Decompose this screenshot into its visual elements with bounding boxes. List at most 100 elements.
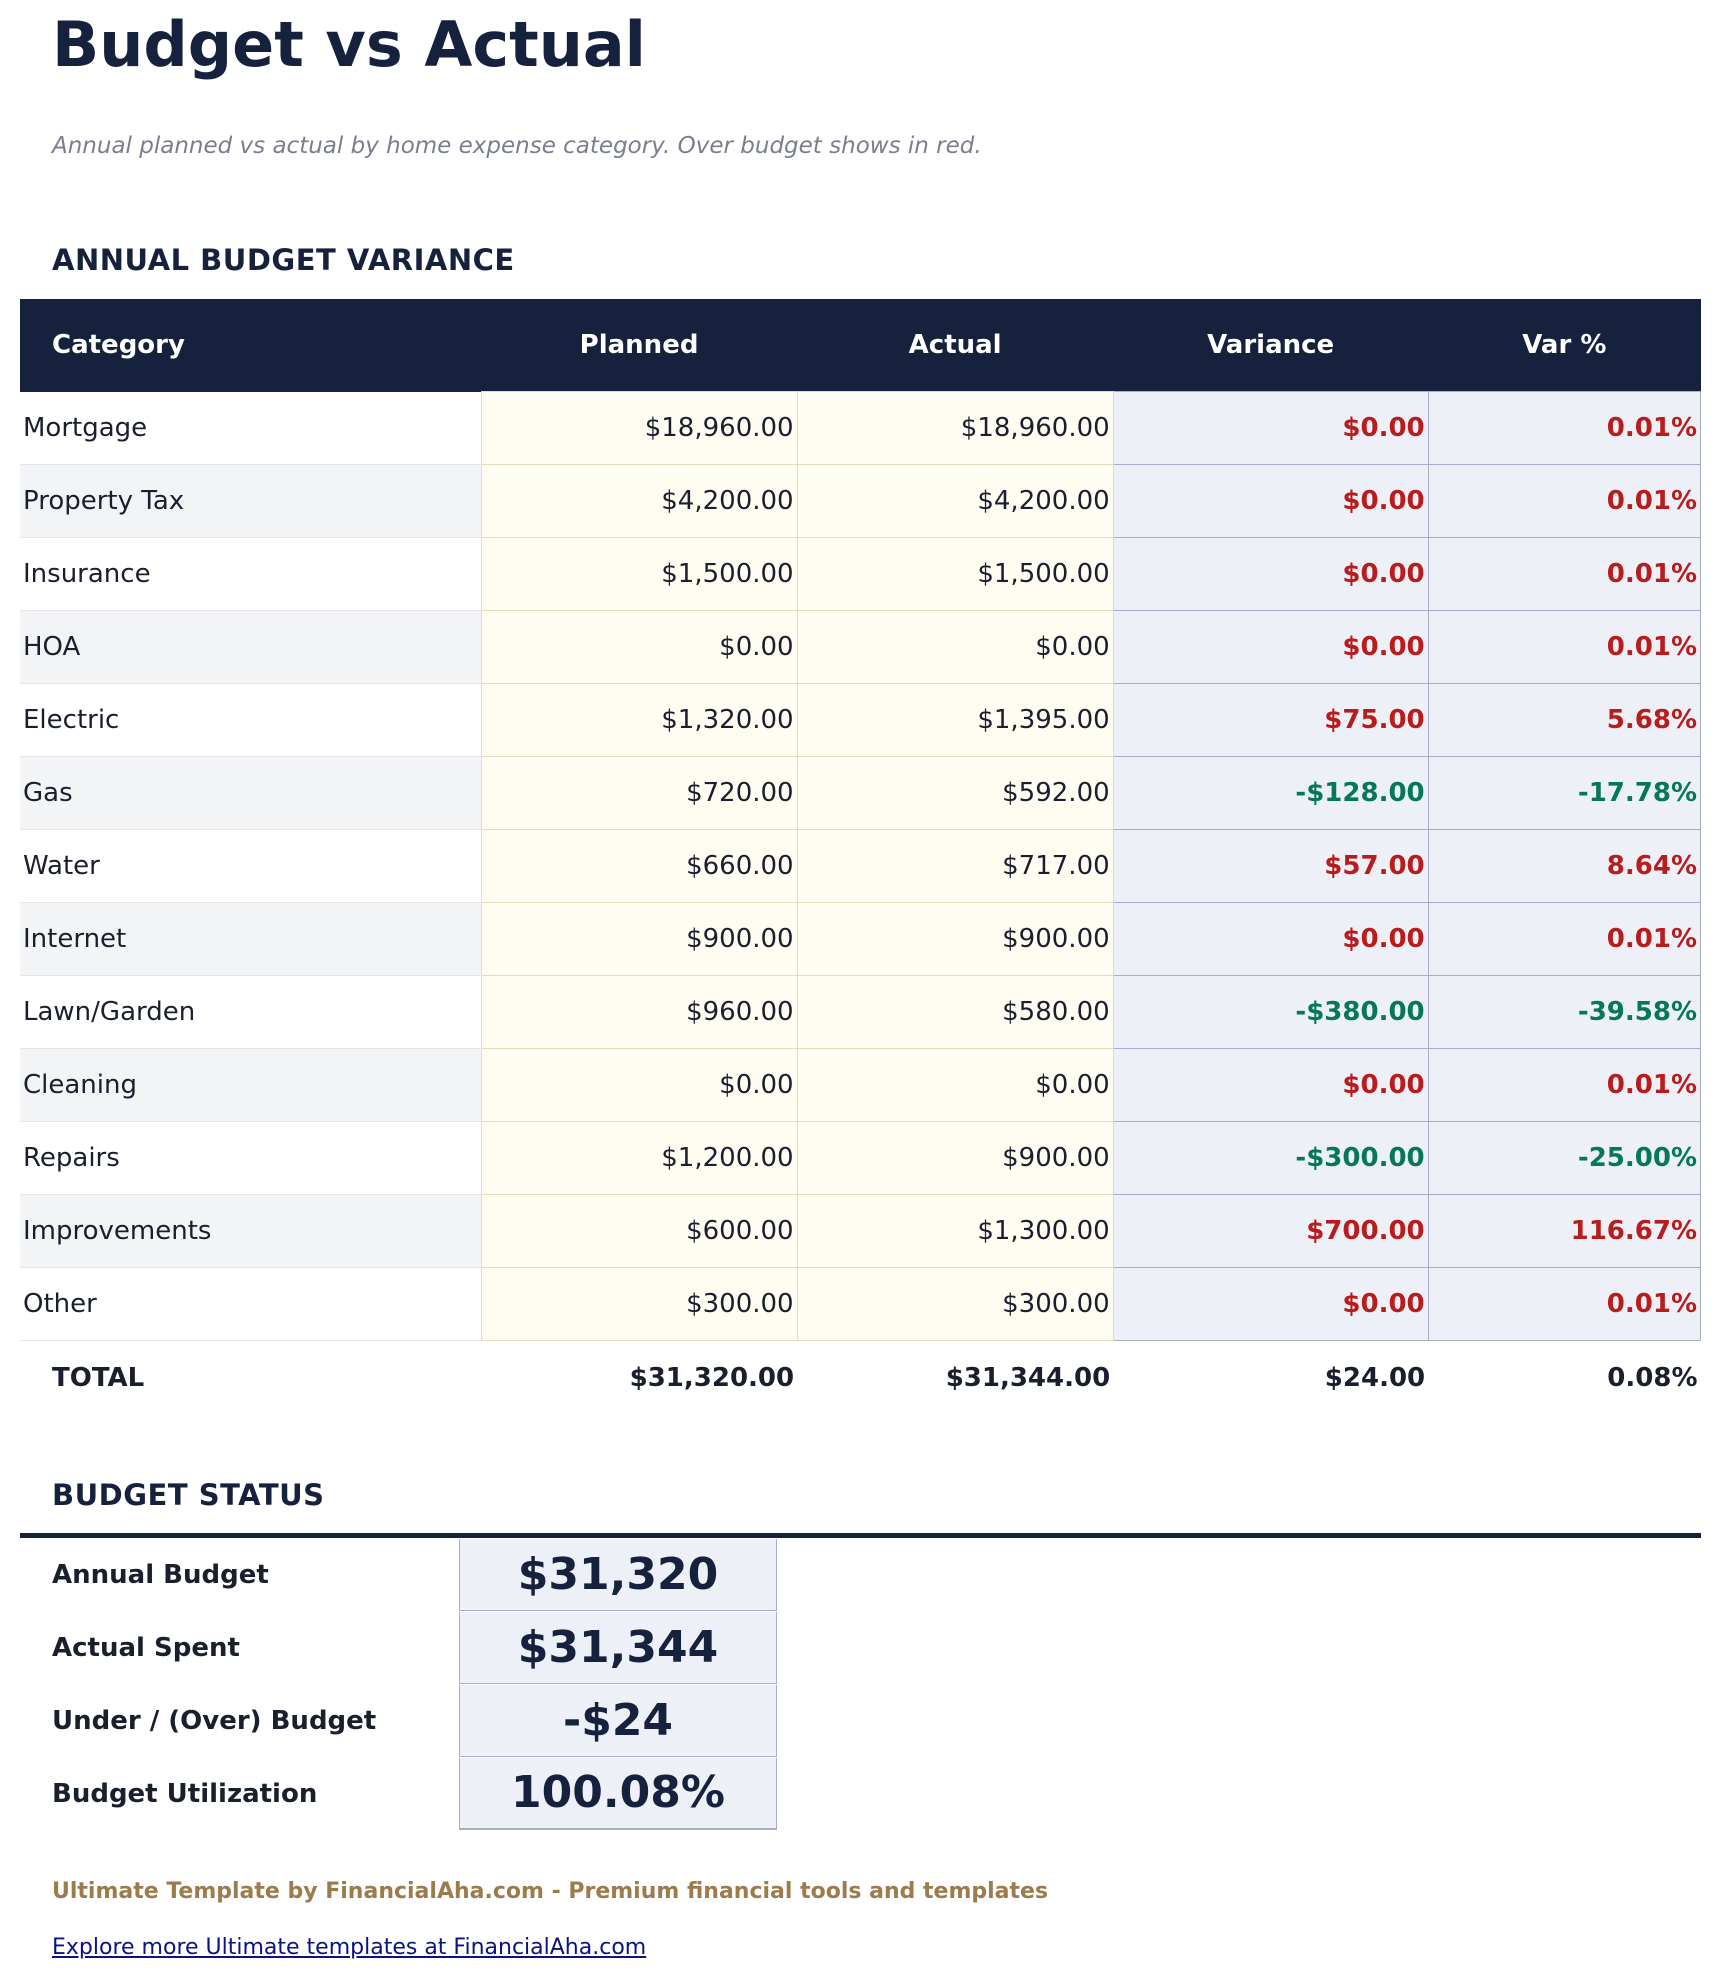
category-cell: Lawn/Garden bbox=[20, 975, 482, 1049]
planned-cell: $300.00 bbox=[480, 1267, 798, 1341]
table-row: HOA $0.00 $0.00 $0.00 0.01% bbox=[20, 610, 1702, 684]
var-pct-cell: 0.01% bbox=[1427, 391, 1702, 465]
var-pct-cell: -39.58% bbox=[1427, 975, 1702, 1049]
category-cell: Gas bbox=[20, 756, 482, 830]
status-value: -$24 bbox=[459, 1684, 777, 1757]
table-row: Cleaning $0.00 $0.00 $0.00 0.01% bbox=[20, 1048, 1702, 1122]
status-label: Under / (Over) Budget bbox=[52, 1705, 377, 1736]
variance-cell: $0.00 bbox=[1112, 1048, 1429, 1122]
variance-cell: $700.00 bbox=[1112, 1194, 1429, 1268]
column-header-actual: Actual bbox=[797, 299, 1114, 392]
planned-cell: $1,200.00 bbox=[480, 1121, 798, 1195]
budget-status-panel: Annual Budget $31,320 Actual Spent $31,3… bbox=[20, 1533, 1701, 1830]
actual-cell: $0.00 bbox=[796, 1048, 1114, 1122]
planned-cell: $18,960.00 bbox=[480, 391, 798, 465]
page-subtitle: Annual planned vs actual by home expense… bbox=[52, 133, 982, 159]
category-cell: Internet bbox=[20, 902, 482, 976]
status-label: Actual Spent bbox=[52, 1632, 240, 1663]
planned-cell: $660.00 bbox=[480, 829, 798, 903]
var-pct-cell: 0.01% bbox=[1427, 464, 1702, 538]
table-row: Electric $1,320.00 $1,395.00 $75.00 5.68% bbox=[20, 683, 1702, 757]
actual-cell: $580.00 bbox=[796, 975, 1114, 1049]
table-row: Insurance $1,500.00 $1,500.00 $0.00 0.01% bbox=[20, 537, 1702, 611]
var-pct-cell: 0.01% bbox=[1427, 1267, 1702, 1341]
table-header-row: Category Planned Actual Variance Var % bbox=[20, 299, 1701, 392]
status-value: 100.08% bbox=[459, 1757, 777, 1830]
status-label: Budget Utilization bbox=[52, 1778, 318, 1809]
status-row: Annual Budget $31,320 bbox=[20, 1538, 1701, 1611]
variance-cell: $0.00 bbox=[1112, 1267, 1429, 1341]
var-pct-cell: -17.78% bbox=[1427, 756, 1702, 830]
variance-cell: -$300.00 bbox=[1112, 1121, 1429, 1195]
status-row: Under / (Over) Budget -$24 bbox=[20, 1684, 1701, 1757]
total-actual: $31,344.00 bbox=[797, 1340, 1114, 1415]
category-cell: Water bbox=[20, 829, 482, 903]
variance-cell: $0.00 bbox=[1112, 464, 1429, 538]
var-pct-cell: 0.01% bbox=[1427, 537, 1702, 611]
variance-cell: -$128.00 bbox=[1112, 756, 1429, 830]
planned-cell: $960.00 bbox=[480, 975, 798, 1049]
table-row: Mortgage $18,960.00 $18,960.00 $0.00 0.01% bbox=[20, 391, 1702, 465]
var-pct-cell: -25.00% bbox=[1427, 1121, 1702, 1195]
column-header-variance: Variance bbox=[1113, 299, 1429, 392]
category-cell: Other bbox=[20, 1267, 482, 1341]
var-pct-cell: 5.68% bbox=[1427, 683, 1702, 757]
status-row: Actual Spent $31,344 bbox=[20, 1611, 1701, 1684]
table-row: Gas $720.00 $592.00 -$128.00 -17.78% bbox=[20, 756, 1702, 830]
actual-cell: $717.00 bbox=[796, 829, 1114, 903]
total-planned: $31,320.00 bbox=[481, 1340, 798, 1415]
category-cell: Insurance bbox=[20, 537, 482, 611]
actual-cell: $18,960.00 bbox=[796, 391, 1114, 465]
variance-cell: $0.00 bbox=[1112, 610, 1429, 684]
category-cell: Cleaning bbox=[20, 1048, 482, 1122]
actual-cell: $1,395.00 bbox=[796, 683, 1114, 757]
planned-cell: $0.00 bbox=[480, 1048, 798, 1122]
actual-cell: $0.00 bbox=[796, 610, 1114, 684]
page-title: Budget vs Actual bbox=[52, 8, 646, 81]
table-row: Internet $900.00 $900.00 $0.00 0.01% bbox=[20, 902, 1702, 976]
column-header-category: Category bbox=[20, 299, 482, 392]
planned-cell: $600.00 bbox=[480, 1194, 798, 1268]
category-cell: Property Tax bbox=[20, 464, 482, 538]
planned-cell: $0.00 bbox=[480, 610, 798, 684]
status-section-heading: BUDGET STATUS bbox=[52, 1478, 325, 1512]
actual-cell: $900.00 bbox=[796, 1121, 1114, 1195]
variance-section-heading: ANNUAL BUDGET VARIANCE bbox=[52, 243, 515, 277]
var-pct-cell: 116.67% bbox=[1427, 1194, 1702, 1268]
total-variance: $24.00 bbox=[1113, 1340, 1429, 1415]
var-pct-cell: 0.01% bbox=[1427, 610, 1702, 684]
planned-cell: $1,500.00 bbox=[480, 537, 798, 611]
var-pct-cell: 0.01% bbox=[1427, 902, 1702, 976]
category-cell: Mortgage bbox=[20, 391, 482, 465]
footer-link[interactable]: Explore more Ultimate templates at Finan… bbox=[52, 1935, 647, 1960]
status-value: $31,320 bbox=[459, 1538, 777, 1611]
variance-cell: $0.00 bbox=[1112, 537, 1429, 611]
total-label: TOTAL bbox=[20, 1340, 482, 1415]
footer-credit: Ultimate Template by FinancialAha.com - … bbox=[52, 1879, 1049, 1904]
actual-cell: $300.00 bbox=[796, 1267, 1114, 1341]
planned-cell: $1,320.00 bbox=[480, 683, 798, 757]
column-header-planned: Planned bbox=[481, 299, 798, 392]
category-cell: Electric bbox=[20, 683, 482, 757]
status-row: Budget Utilization 100.08% bbox=[20, 1757, 1701, 1830]
table-row: Other $300.00 $300.00 $0.00 0.01% bbox=[20, 1267, 1702, 1341]
actual-cell: $1,500.00 bbox=[796, 537, 1114, 611]
status-value: $31,344 bbox=[459, 1611, 777, 1684]
planned-cell: $4,200.00 bbox=[480, 464, 798, 538]
category-cell: Repairs bbox=[20, 1121, 482, 1195]
table-row: Repairs $1,200.00 $900.00 -$300.00 -25.00% bbox=[20, 1121, 1702, 1195]
planned-cell: $900.00 bbox=[480, 902, 798, 976]
planned-cell: $720.00 bbox=[480, 756, 798, 830]
actual-cell: $1,300.00 bbox=[796, 1194, 1114, 1268]
column-header-var-pct: Var % bbox=[1428, 299, 1701, 392]
var-pct-cell: 0.01% bbox=[1427, 1048, 1702, 1122]
variance-cell: $75.00 bbox=[1112, 683, 1429, 757]
variance-cell: $57.00 bbox=[1112, 829, 1429, 903]
category-cell: HOA bbox=[20, 610, 482, 684]
table-row: Water $660.00 $717.00 $57.00 8.64% bbox=[20, 829, 1702, 903]
total-var-pct: 0.08% bbox=[1428, 1340, 1701, 1415]
table-row: Lawn/Garden $960.00 $580.00 -$380.00 -39.58% bbox=[20, 975, 1702, 1049]
table-row: Property Tax $4,200.00 $4,200.00 $0.00 0.01% bbox=[20, 464, 1702, 538]
variance-cell: $0.00 bbox=[1112, 391, 1429, 465]
actual-cell: $592.00 bbox=[796, 756, 1114, 830]
